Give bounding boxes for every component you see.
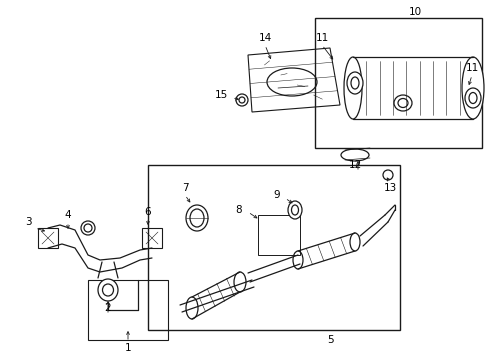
Bar <box>88 280 168 340</box>
Text: 6: 6 <box>144 207 151 217</box>
Ellipse shape <box>291 205 298 215</box>
Ellipse shape <box>468 93 476 104</box>
Ellipse shape <box>84 224 92 232</box>
Ellipse shape <box>349 233 359 251</box>
Text: 11: 11 <box>465 63 478 73</box>
Text: 3: 3 <box>24 217 31 227</box>
Ellipse shape <box>343 57 361 119</box>
Text: 11: 11 <box>315 33 328 43</box>
Ellipse shape <box>234 272 245 292</box>
Text: 12: 12 <box>347 160 361 170</box>
Bar <box>38 228 58 248</box>
Text: 7: 7 <box>182 183 188 193</box>
Bar <box>142 228 162 248</box>
Ellipse shape <box>340 149 368 161</box>
Bar <box>314 18 481 148</box>
Ellipse shape <box>393 95 411 111</box>
Text: 4: 4 <box>64 210 71 220</box>
Text: 15: 15 <box>214 90 227 100</box>
Text: 13: 13 <box>383 183 396 193</box>
Bar <box>258 215 299 255</box>
Text: 9: 9 <box>273 190 280 200</box>
Ellipse shape <box>102 284 113 296</box>
Ellipse shape <box>397 99 407 108</box>
Ellipse shape <box>287 201 302 219</box>
Ellipse shape <box>236 94 247 106</box>
Ellipse shape <box>98 279 118 301</box>
Ellipse shape <box>185 205 207 231</box>
Text: 5: 5 <box>326 335 333 345</box>
Bar <box>148 165 399 330</box>
Ellipse shape <box>185 297 198 319</box>
Text: 10: 10 <box>407 7 421 17</box>
Text: 1: 1 <box>124 343 131 353</box>
Ellipse shape <box>350 77 358 89</box>
Ellipse shape <box>292 251 303 269</box>
Ellipse shape <box>346 72 362 94</box>
Text: 8: 8 <box>235 205 242 215</box>
Ellipse shape <box>461 57 483 119</box>
Ellipse shape <box>464 88 480 108</box>
Text: 2: 2 <box>104 303 111 313</box>
Ellipse shape <box>190 209 203 227</box>
Text: 14: 14 <box>258 33 271 43</box>
Ellipse shape <box>81 221 95 235</box>
Ellipse shape <box>239 97 244 103</box>
Ellipse shape <box>382 170 392 180</box>
